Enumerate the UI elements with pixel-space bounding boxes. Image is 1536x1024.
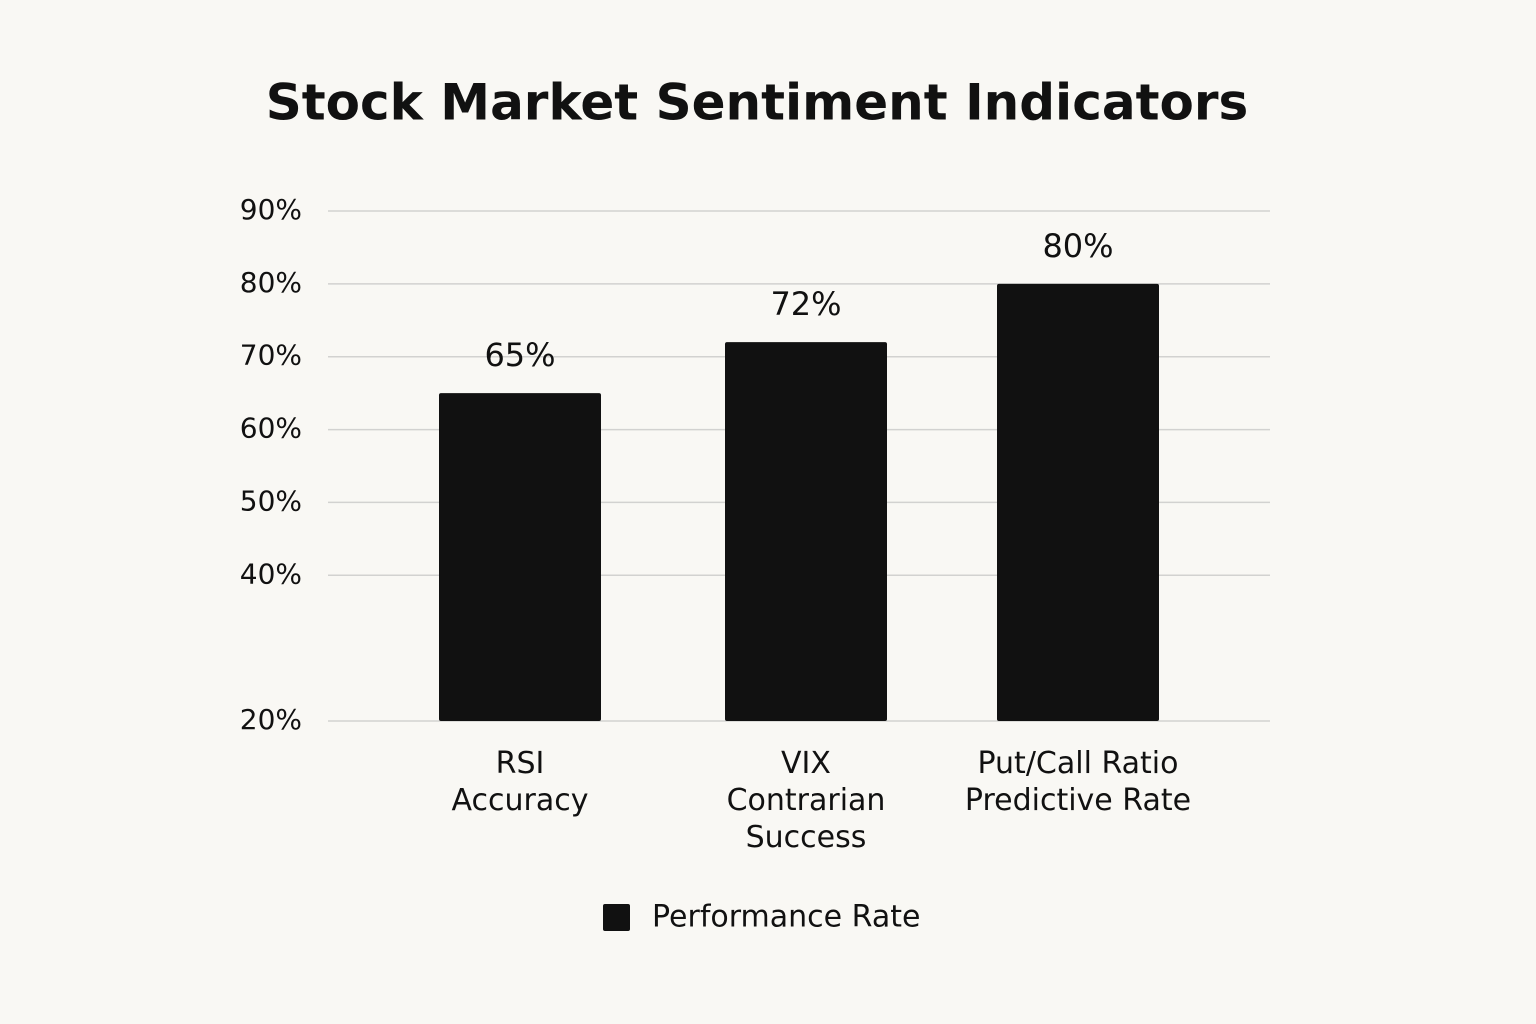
x-tick-line: Success: [746, 820, 867, 855]
value-label: 72%: [770, 285, 841, 323]
x-tick-label: RSI Accuracy: [452, 746, 589, 818]
y-tick-label: 90%: [240, 193, 302, 226]
x-tick-line: Contrarian: [727, 783, 886, 818]
y-tick-label: 60%: [240, 412, 302, 445]
x-tick-label: Put/Call Ratio Predictive Rate: [965, 746, 1191, 818]
y-tick-label: 40%: [240, 557, 302, 590]
legend-label: Performance Rate: [652, 900, 920, 935]
x-tick-line: VIX: [781, 746, 831, 781]
y-tick-label: 80%: [240, 266, 302, 299]
bar: [725, 342, 887, 721]
x-tick-line: RSI: [496, 746, 545, 781]
chart-title: Stock Market Sentiment Indicators: [266, 74, 1249, 132]
y-tick-label: 50%: [240, 484, 302, 517]
y-tick-label: 20%: [240, 703, 302, 736]
x-tick-line: Accuracy: [452, 783, 589, 818]
legend-swatch: [603, 904, 630, 931]
y-tick-label: 70%: [240, 339, 302, 372]
x-tick-line: Predictive Rate: [965, 783, 1191, 818]
bar: [439, 393, 601, 721]
value-label: 80%: [1042, 227, 1113, 265]
value-label: 65%: [484, 336, 555, 374]
bar: [997, 283, 1159, 721]
x-tick-line: Put/Call Ratio: [977, 746, 1178, 781]
x-tick-label: VIX Contrarian Success: [727, 746, 886, 855]
